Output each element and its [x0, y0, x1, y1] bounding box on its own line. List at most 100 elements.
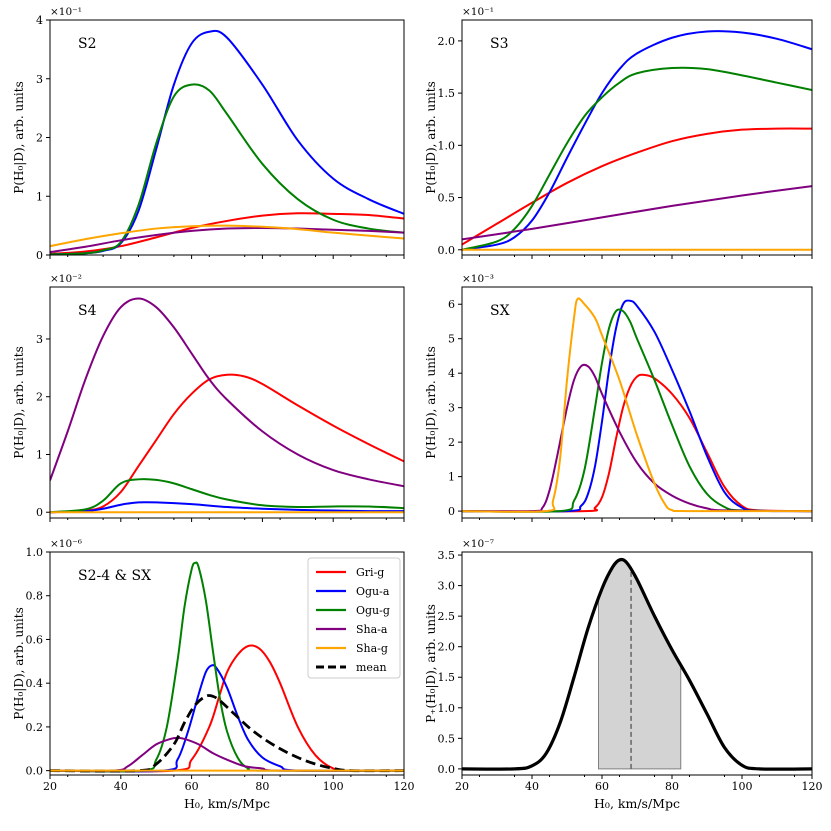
panel-s2-4-sx: 20 40 60 80 100 120 0.0 0.2 0.4 0.6 0.8 1.0 ×10⁻⁶ S2-…: [12, 538, 415, 811]
y-tick-label: 4: [448, 367, 455, 380]
axes-frame: [461, 286, 813, 519]
plot-area: [462, 557, 812, 771]
x-tick-label: 80: [255, 780, 269, 793]
y-axis-label: P(H₀|D), arb. units: [12, 81, 26, 193]
y-tick-label: 2: [448, 436, 455, 449]
panel-label: SX: [490, 303, 510, 319]
plot-area: [50, 29, 404, 255]
x-tick-label: 100: [323, 780, 344, 793]
panel-sx: 0 1 2 3 4 5 6 ×10⁻³ SX P(H₀|D), arb. units: [424, 273, 813, 522]
y-tick-label: 5: [448, 333, 455, 346]
x-axis-label: H₀, km/s/Mpc: [184, 796, 270, 811]
series-line-mean: [50, 694, 404, 773]
series-line-sha-a: [462, 185, 812, 241]
plot-area: [50, 297, 404, 514]
series-line-gri-g: [50, 644, 404, 773]
y-tick-label: 0.5: [438, 192, 456, 205]
y-tick-label: 2.0: [438, 35, 456, 48]
y-tick-label: 1.0: [26, 546, 44, 559]
y-tick-label: 2: [36, 391, 43, 404]
series-line-ogu-a: [50, 664, 404, 773]
x-tick-label: 60: [595, 780, 609, 793]
axes-frame: [49, 286, 405, 519]
axes-frame: [461, 19, 813, 256]
y-tick-label: 0.0: [438, 763, 456, 776]
panel-label: S4: [78, 303, 97, 319]
y-tick-label: 0.4: [26, 677, 44, 690]
y-tick-label: 1.5: [438, 87, 456, 100]
x-tick-label: 100: [732, 780, 753, 793]
x-tick-label: 40: [114, 780, 128, 793]
y-scale-label: ×10⁻³: [462, 273, 494, 285]
x-tick-label: 20: [455, 780, 469, 793]
series-line-ogu-g: [462, 308, 812, 513]
series-line-ogu-a: [50, 501, 404, 514]
axes-frame: [49, 19, 405, 256]
y-tick-label: 1.5: [438, 671, 456, 684]
x-tick-label: 60: [185, 780, 199, 793]
y-axis-label: P(H₀|D), arb. units: [424, 346, 438, 458]
legend-label: Gri-g: [356, 566, 384, 579]
legend: Gri-g Ogu-a Ogu-g Sha-a Sha-g mean: [307, 557, 401, 679]
credible-interval-band: [598, 559, 682, 770]
x-tick-label: 80: [665, 780, 679, 793]
y-tick-label: 0.8: [26, 590, 44, 603]
y-tick-label: 3: [448, 402, 455, 415]
y-tick-label: 2.0: [438, 641, 456, 654]
series-line-ogu-g: [462, 66, 812, 251]
y-scale-label: ×10⁻⁷: [462, 538, 494, 550]
plot-area: [462, 30, 812, 251]
y-tick-label: 3.0: [438, 580, 456, 593]
y-tick-label: 0: [448, 505, 455, 518]
y-tick-label: 6: [448, 298, 455, 311]
panel-label: S2-4 & SX: [78, 568, 151, 584]
x-tick-label: 20: [43, 780, 57, 793]
y-tick-label: 0: [36, 506, 43, 519]
legend-label: Ogu-a: [356, 585, 390, 598]
panel-label: S2: [78, 36, 97, 52]
legend-label: Sha-g: [356, 642, 388, 655]
y-tick-label: 1: [36, 448, 43, 461]
panel-s2: 0 1 2 3 4 ×10⁻¹ S2 P(H₀|D), arb. units: [12, 6, 405, 262]
series-line-ogu-g: [50, 83, 404, 255]
plot-area: [462, 297, 812, 513]
y-axis-label: P(H₀|D), arb. units: [12, 346, 26, 458]
series-line-sha-a: [462, 363, 812, 513]
panel-s4: 0 1 2 3 ×10⁻² S4 P(H₀|D), arb. units: [12, 273, 405, 522]
x-axis-label: H₀, km/s/Mpc: [594, 796, 680, 811]
legend-label: Sha-a: [356, 623, 388, 636]
series-line-ogu-g: [50, 478, 404, 514]
y-tick-label: 3: [36, 73, 43, 86]
y-tick-label: 1: [448, 471, 455, 484]
y-tick-label: 1.0: [438, 139, 456, 152]
legend-label: Ogu-g: [356, 604, 390, 617]
series-line-sha-g: [462, 297, 812, 513]
y-tick-label: 0.2: [26, 721, 44, 734]
y-tick-label: 0.6: [26, 633, 44, 646]
y-scale-label: ×10⁻⁶: [50, 538, 82, 550]
y-tick-label: 1: [36, 190, 43, 203]
y-scale-label: ×10⁻¹: [50, 6, 82, 18]
y-tick-label: 2.5: [438, 610, 456, 623]
series-line-sha-g: [50, 224, 404, 248]
y-tick-label: 2: [36, 132, 43, 145]
y-axis-label: P₊(H₀|D), arb. units: [424, 604, 438, 723]
y-axis-label: P(H₀|D), arb. units: [424, 81, 438, 193]
series-line-sha-a: [50, 297, 404, 488]
y-scale-label: ×10⁻²: [50, 273, 82, 285]
x-tick-label: 120: [802, 780, 823, 793]
panel-s3: 0.0 0.5 1.0 1.5 2.0 ×10⁻¹ S3 P(H₀|D), arb. unit…: [424, 6, 813, 259]
series-line-gri-g: [50, 373, 404, 514]
axes-frame: [49, 551, 405, 776]
series-line-sha-a: [50, 736, 404, 772]
y-tick-label: 0.0: [26, 765, 44, 778]
series-line-sha-a: [50, 226, 404, 254]
y-tick-label: 0.0: [438, 244, 456, 257]
series-line-gri-g: [462, 127, 812, 246]
y-tick-label: 1.0: [438, 702, 456, 715]
y-axis-label: P(H₀|D), arb. units: [12, 607, 26, 719]
plot-area: [50, 561, 404, 773]
series-line-ogu-a: [462, 30, 812, 251]
x-tick-label: 40: [525, 780, 539, 793]
